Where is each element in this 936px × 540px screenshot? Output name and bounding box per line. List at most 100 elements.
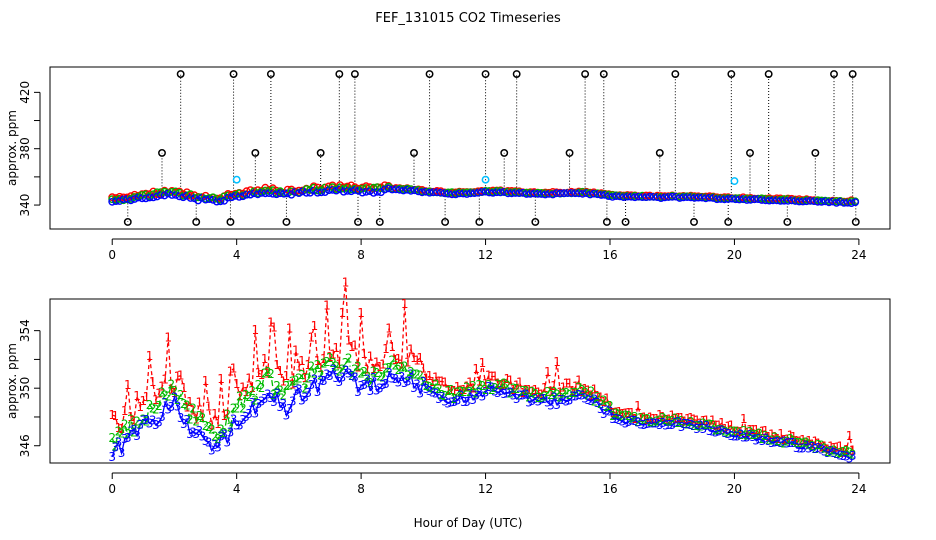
series-1-marker: 1 [550, 379, 558, 393]
green-point [108, 195, 117, 204]
series-1-marker: 1 [519, 386, 527, 400]
series-1-marker: 1 [805, 434, 813, 448]
black-point [724, 218, 733, 226]
series-3-marker: 3 [507, 385, 515, 399]
series-2-marker: 2 [370, 365, 378, 379]
series-2-marker: 2 [143, 414, 151, 428]
series-3-marker: 3 [289, 395, 297, 409]
blue-point [530, 189, 538, 198]
series-3-marker: 3 [497, 384, 505, 398]
series-2-marker: 2 [363, 370, 371, 384]
series-3-marker: 3 [572, 389, 580, 403]
black-point [602, 218, 611, 226]
series-2-marker: 2 [251, 394, 259, 408]
blue-point [608, 192, 617, 201]
series-1-marker: 1 [199, 411, 207, 425]
series-3-marker: 3 [171, 390, 179, 404]
blue-point [362, 187, 370, 196]
series-3-marker: 3 [541, 392, 549, 406]
series-1-marker: 1 [251, 323, 259, 337]
series-3-marker: 3 [199, 429, 207, 443]
series-2-marker: 2 [202, 419, 210, 433]
series-1-marker: 1 [553, 355, 561, 369]
blue-point [616, 192, 624, 201]
blue-point [735, 195, 744, 204]
series-3-marker: 3 [612, 412, 620, 426]
series-3-marker: 3 [451, 395, 459, 409]
blue-point [750, 195, 759, 204]
series-3-marker: 3 [426, 384, 434, 398]
series-1-marker: 1 [404, 355, 412, 369]
blue-point [197, 193, 206, 202]
series-2-marker: 2 [678, 414, 686, 428]
series-3-marker: 3 [454, 394, 462, 408]
x-axis-title: Hour of Day (UTC) [414, 516, 523, 530]
blue-point [321, 188, 329, 197]
series-2-marker: 2 [451, 392, 459, 406]
series-1-marker: 1 [158, 380, 166, 394]
series-2-marker: 2 [846, 446, 854, 460]
series-1-marker: 1 [167, 383, 175, 397]
bottom-y-axis-label: approx. ppm [5, 343, 19, 419]
series-1-marker: 1 [799, 433, 807, 447]
black-point [746, 148, 754, 157]
series-2-marker: 2 [836, 446, 844, 460]
series-3-marker: 3 [208, 444, 216, 458]
series-3-marker: 3 [805, 442, 813, 456]
series-2-marker: 2 [111, 440, 119, 454]
black-point [655, 148, 664, 157]
series-1-marker: 1 [239, 381, 247, 395]
series-1-marker: 1 [774, 432, 782, 446]
series-2-marker: 2 [273, 379, 281, 393]
series-3-marker: 3 [273, 387, 281, 401]
series-3-marker: 3 [581, 391, 589, 405]
series-2-marker: 2 [650, 416, 658, 430]
series-3-marker: 3 [556, 393, 564, 407]
series-1-marker: 1 [715, 419, 723, 433]
series-1-marker: 1 [793, 434, 801, 448]
top-points [108, 70, 860, 226]
series-1-marker: 1 [457, 383, 465, 397]
series-2-marker: 2 [214, 432, 222, 446]
series-1-marker: 1 [479, 356, 487, 370]
series-1-marker: 1 [413, 354, 421, 368]
series-2-marker: 2 [180, 397, 188, 411]
blue-point [358, 188, 367, 197]
series-2-marker: 2 [718, 423, 726, 437]
series-3-marker: 3 [251, 407, 259, 421]
series-3-marker: 3 [320, 374, 328, 388]
series-1-marker: 1 [482, 377, 490, 391]
series-3-marker: 3 [270, 395, 278, 409]
series-3-marker: 3 [818, 443, 826, 457]
top-y-axis-label: approx. ppm [5, 110, 19, 186]
series-1-marker: 1 [410, 351, 418, 365]
series-3-marker: 3 [709, 425, 717, 439]
blue-point [526, 189, 535, 198]
y-tick-label: 340 [18, 194, 32, 217]
y-tick-label: 346 [18, 434, 32, 457]
series-2-marker: 2 [479, 379, 487, 393]
blue-point [679, 193, 688, 202]
series-1-marker: 1 [665, 413, 673, 427]
series-1-marker: 1 [535, 385, 543, 399]
series-2-marker: 2 [149, 402, 157, 416]
series-1-marker: 1 [186, 395, 194, 409]
series-1-marker: 1 [208, 419, 216, 433]
series-2-marker: 2 [258, 381, 266, 395]
x-tick-label: 4 [233, 482, 241, 496]
series-2-marker: 2 [423, 379, 431, 393]
series-3-marker: 3 [242, 410, 250, 424]
black-point [481, 70, 490, 78]
blue-point [787, 196, 796, 205]
blue-point [291, 188, 300, 196]
blue-point [813, 197, 822, 206]
series-3-marker: 3 [706, 424, 714, 438]
series-3-marker: 3 [513, 392, 521, 406]
blue-point [825, 198, 833, 207]
blue-point [459, 189, 468, 198]
series-3-marker: 3 [793, 441, 801, 455]
series-1-marker: 1 [342, 276, 350, 290]
series-3-marker: 3 [491, 385, 499, 399]
series-3-marker: 3 [423, 382, 431, 396]
